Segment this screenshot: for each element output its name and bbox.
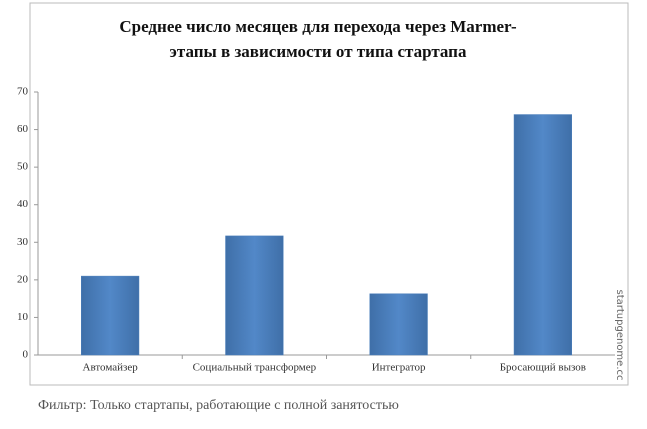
x-tick-label: Интегратор <box>372 362 426 374</box>
x-tick-label: Автомайзер <box>83 362 139 374</box>
watermark: startupgenome.cc <box>614 289 625 380</box>
y-tick-label: 50 <box>17 161 29 173</box>
y-tick-label: 0 <box>23 349 29 361</box>
x-tick-label: Бросающий вызов <box>500 362 586 374</box>
y-tick-label: 30 <box>17 236 29 248</box>
chart-title: этапы в зависимости от типа стартапа <box>170 42 467 61</box>
bar <box>369 293 428 356</box>
x-tick-label: Социальный трансформер <box>193 362 317 374</box>
bar <box>225 235 284 356</box>
footnote: Фильтр: Только стартапы, работающие с по… <box>38 398 399 413</box>
y-tick-label: 20 <box>17 273 29 285</box>
y-tick-label: 40 <box>17 198 29 210</box>
y-tick-label: 70 <box>17 86 29 98</box>
chart-title: Среднее число месяцев для перехода через… <box>119 17 517 36</box>
y-tick-label: 10 <box>17 311 29 323</box>
bar <box>81 275 140 356</box>
bar <box>513 114 572 356</box>
y-tick-label: 60 <box>17 123 29 135</box>
